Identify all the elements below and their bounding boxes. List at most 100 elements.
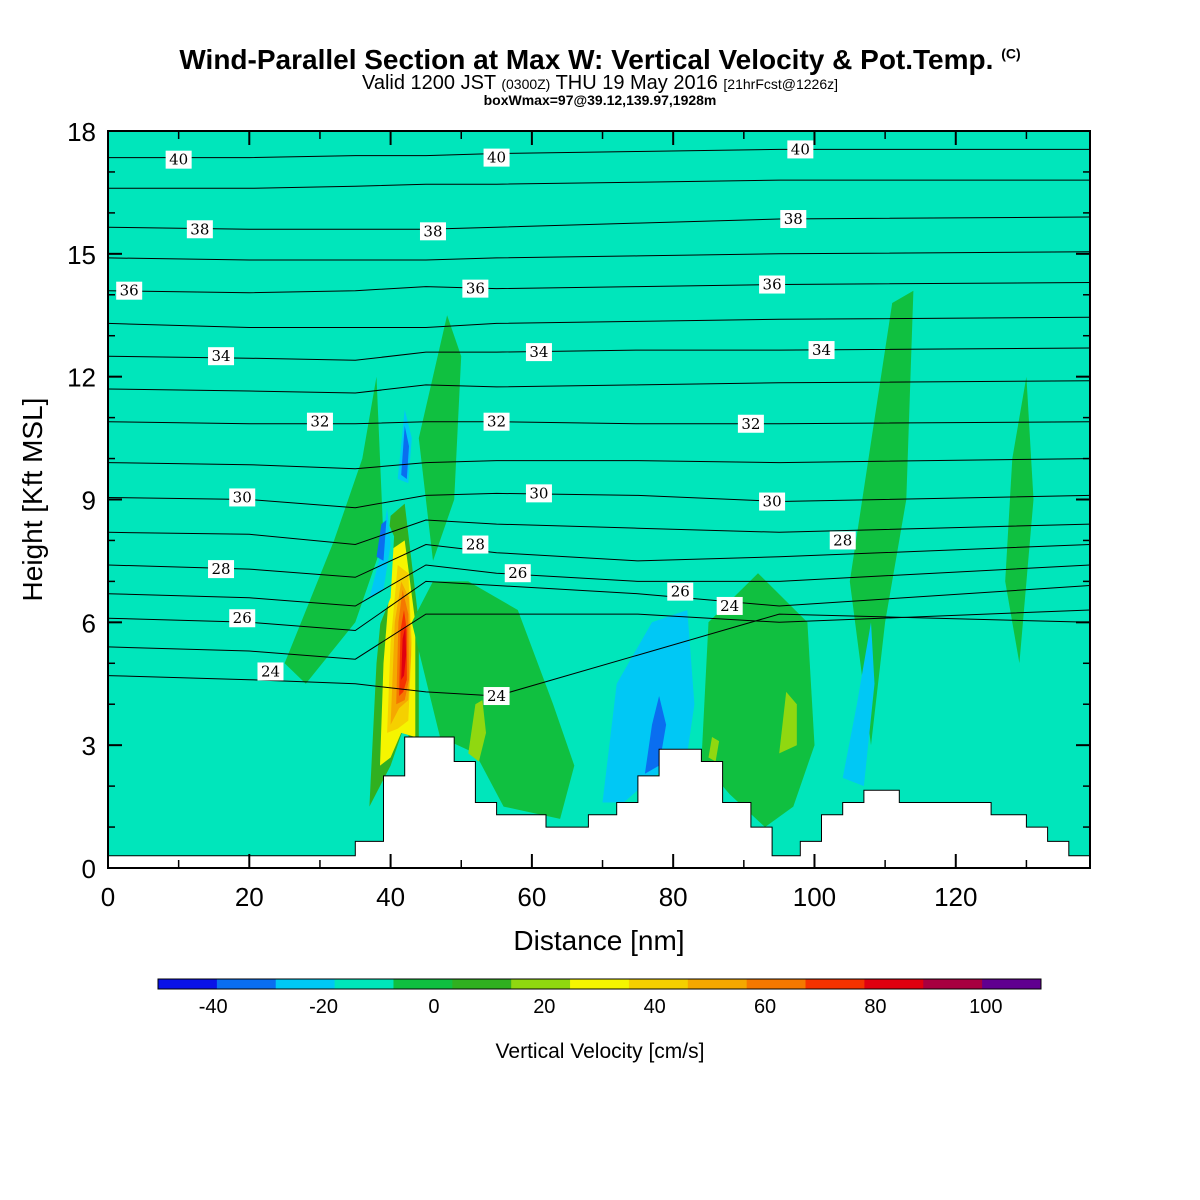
colorbar-swatch-6: [511, 979, 571, 989]
contour-label-box-25: [716, 596, 743, 615]
valid-prefix: Valid 1200 JST: [361, 72, 496, 94]
contour-label-box-11: [808, 341, 835, 360]
colorbar-frame: [157, 978, 1042, 990]
plot-layer: 40 40 40 38 38 38 36 36 36 34 34 34 32 32 32 30 30 30 28 28…: [108, 140, 1090, 868]
contour-label-30: 30: [763, 493, 782, 511]
contour-label-box-17: [759, 492, 786, 511]
x-tick-label-40: 40: [376, 882, 405, 912]
colorbar-swatch-2: [275, 979, 336, 989]
contour-label-30: 30: [233, 488, 252, 506]
contour-label-26: 26: [671, 583, 690, 601]
isentrope-28: [108, 543, 1090, 578]
colorbar-label--40: -40: [199, 996, 228, 1018]
w-contour-fill-11: [849, 290, 914, 746]
contour-label-box-21: [229, 609, 256, 628]
x-tick-label-80: 80: [659, 882, 688, 912]
contour-label-36: 36: [120, 282, 139, 300]
contour-label-box-4: [419, 222, 446, 241]
colorbar-swatch-13: [923, 979, 983, 989]
contour-label-box-13: [483, 412, 510, 431]
colorbar-swatch-3: [334, 979, 394, 989]
contour-label-box-24: [257, 662, 284, 681]
contour-label-box-22: [504, 564, 531, 583]
w-contour-fill-9: [701, 573, 815, 828]
contour-label-box-2: [787, 140, 814, 159]
w-contour-fill-12: [1005, 376, 1034, 664]
y-tick-label-3: 3: [82, 731, 96, 761]
contour-label-28: 28: [211, 560, 230, 578]
contour-label-24: 24: [487, 687, 506, 705]
isentrope-31: [108, 458, 1090, 470]
w-contour-fill-22: [779, 691, 797, 754]
w-contour-fill-23: [708, 737, 720, 762]
colorbar-label-100: 100: [969, 996, 1002, 1018]
contour-label-40: 40: [791, 140, 810, 158]
colorbar-label-80: 80: [864, 996, 886, 1018]
valid-date: THU 19 May 2016: [555, 72, 718, 94]
colorbar-label-60: 60: [754, 996, 776, 1018]
contour-label-box-10: [525, 343, 552, 362]
isentrope-26: [108, 580, 1090, 632]
x-tick-label-100: 100: [793, 882, 836, 912]
w-contour-fill-17: [376, 520, 387, 561]
contour-label-box-1: [483, 148, 510, 167]
contour-label-32: 32: [310, 413, 329, 431]
colorbar-swatch-4: [393, 979, 453, 989]
colorbar-swatch-12: [864, 979, 924, 989]
box-info: boxWmax=97@39.12,139.97,1928m: [483, 92, 717, 108]
colorbar-label-20: 20: [533, 996, 555, 1018]
plot-background: [108, 131, 1090, 868]
y-tick-label-6: 6: [82, 608, 96, 638]
chart-subtitle: Valid 1200 JST (0300Z) THU 19 May 2016 […: [0, 72, 1200, 95]
colorbar-swatch-10: [746, 979, 807, 989]
contour-label-30: 30: [529, 484, 548, 502]
colorbar-swatch-14: [982, 979, 1042, 989]
isentrope-39: [108, 179, 1090, 189]
contour-label-28: 28: [833, 531, 852, 549]
contour-label-34: 34: [812, 341, 831, 359]
colorbar-swatch-5: [452, 979, 512, 989]
chart-title-main: Wind-Parallel Section at Max W: Vertical…: [179, 44, 994, 75]
w-contour-fill-7: [284, 376, 384, 684]
chart-title: Wind-Parallel Section at Max W: Vertical…: [0, 44, 1200, 76]
contour-label-26: 26: [508, 564, 527, 582]
isentrope-30: [108, 492, 1090, 509]
contour-label-32: 32: [741, 415, 760, 433]
isentrope-33: [108, 380, 1090, 394]
w-contour-fill-10: [418, 315, 462, 561]
contour-label-box-5: [780, 210, 807, 229]
colorbar-swatch-7: [570, 979, 630, 989]
x-tick-label-60: 60: [517, 882, 546, 912]
isentrope-29: [108, 519, 1090, 546]
contour-label-box-20: [829, 531, 856, 550]
contour-label-34: 34: [529, 343, 548, 361]
y-tick-label-0: 0: [82, 854, 96, 884]
contour-label-box-26: [483, 687, 510, 706]
y-tick-label-15: 15: [67, 240, 96, 270]
x-tick-label-120: 120: [934, 882, 977, 912]
colorbar-swatch-8: [628, 979, 689, 989]
contour-label-box-14: [737, 414, 764, 433]
contour-label-36: 36: [763, 276, 782, 294]
x-axis-title: Distance [nm]: [513, 925, 684, 956]
contour-label-box-0: [165, 150, 192, 169]
contour-label-box-18: [208, 560, 235, 579]
isentrope-36: [108, 282, 1090, 294]
x-tick-label-0: 0: [101, 882, 115, 912]
contour-label-box-9: [208, 347, 235, 366]
valid-fcst: [21hrFcst@1226z]: [723, 76, 839, 92]
isentrope-40: [108, 148, 1090, 159]
w-contour-fill-20: [842, 622, 875, 787]
y-axis-title: Height [Kft MSL]: [17, 398, 48, 602]
valid-zulu: (0300Z): [501, 76, 551, 92]
contour-label-40: 40: [169, 151, 188, 169]
isentrope-35: [108, 316, 1090, 328]
y-tick-label-12: 12: [67, 363, 96, 393]
isentrope-37: [108, 251, 1090, 261]
colorbar-swatch-1: [216, 979, 277, 989]
w-contour-fill-21: [468, 700, 486, 762]
contour-label-24: 24: [261, 662, 280, 680]
colorbar-title: Vertical Velocity [cm/s]: [496, 1040, 705, 1063]
isentrope-34: [108, 347, 1090, 361]
